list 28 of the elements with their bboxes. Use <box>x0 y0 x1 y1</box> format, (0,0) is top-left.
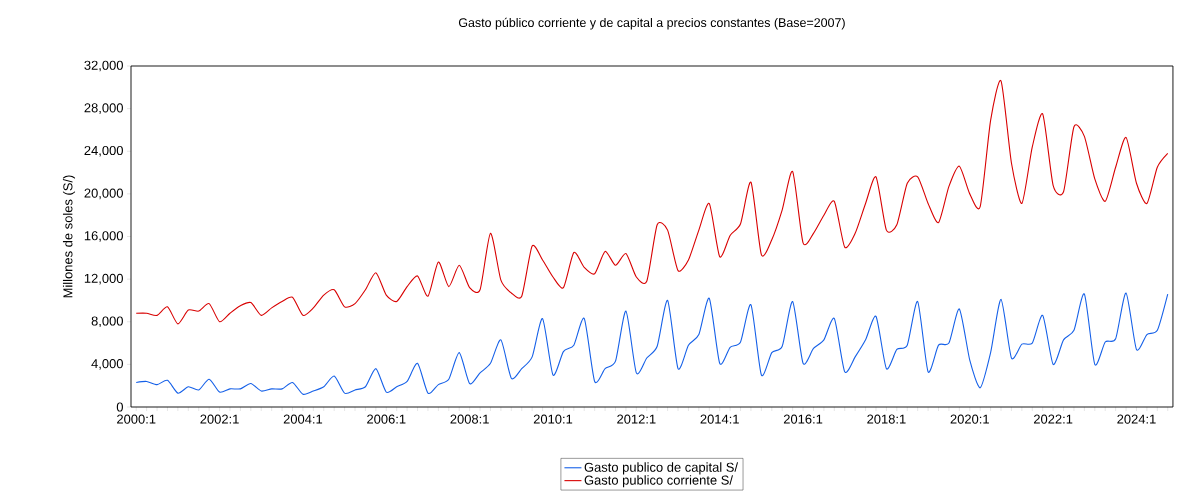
x-tick-label: 2018:1 <box>867 414 906 424</box>
y-tick-label: 20,000 <box>84 188 123 200</box>
legend-label: Gasto publico corriente S/ <box>584 475 733 488</box>
y-tick-label: 12,000 <box>84 273 123 285</box>
y-tick-label: 0 <box>116 402 123 412</box>
x-tick-label: 2000:1 <box>117 414 156 424</box>
y-axis-title: Millones de soles (S/) <box>62 175 76 298</box>
x-tick-label: 2016:1 <box>783 414 823 424</box>
chart-title: Gasto público corriente y de capital a precios constantes (Base=2007) <box>458 17 845 30</box>
x-tick-label: 2012:1 <box>617 414 656 424</box>
line-series <box>135 292 1169 395</box>
x-tick-label: 2020:1 <box>950 414 989 424</box>
x-tick-label: 2010:1 <box>533 414 573 424</box>
x-tick-label: 2014:1 <box>700 414 739 424</box>
x-tick-label: 2008:1 <box>450 414 489 424</box>
x-tick-label: 2022:1 <box>1033 414 1073 424</box>
y-tick-label: 8,000 <box>91 316 123 328</box>
x-tick-label: 2004:1 <box>283 414 323 424</box>
x-tick-label: 2024:1 <box>1117 414 1156 424</box>
y-tick-label: 4,000 <box>91 359 123 370</box>
y-tick-label: 24,000 <box>84 145 123 157</box>
line-series <box>135 80 1169 325</box>
y-tick-label: 28,000 <box>84 103 123 114</box>
x-tick-label: 2006:1 <box>367 414 406 424</box>
x-tick-label: 2002:1 <box>200 414 239 424</box>
legend-label: Gasto publico de capital S/ <box>584 462 739 475</box>
y-tick-label: 16,000 <box>84 231 123 242</box>
y-tick-label: 32,000 <box>84 60 123 72</box>
